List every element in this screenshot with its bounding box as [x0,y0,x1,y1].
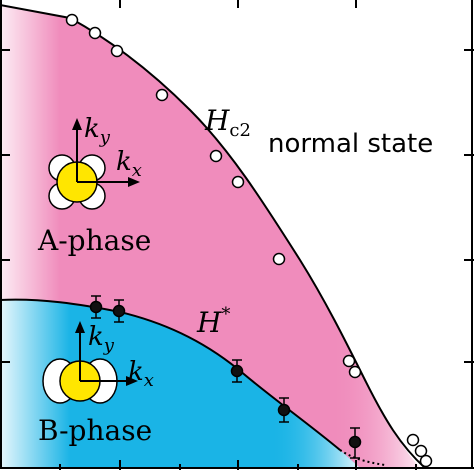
hc2-point [88,26,102,40]
hc2-point [65,13,79,27]
hc2-point [414,444,428,458]
hc2-point [406,433,420,447]
a-phase-label: A-phase [37,224,151,257]
hstar-point [89,295,103,319]
normal-state-label: normal state [268,129,433,159]
hstar-point [348,427,362,459]
kx-label: kx [116,147,142,181]
hc2-point [272,252,286,266]
hc2-point [342,354,356,368]
kx-label: kx [128,357,154,391]
b-phase-label: B-phase [38,414,152,447]
hstar-point [112,299,126,323]
hc2-data-points [65,13,433,468]
hc2-point [110,44,124,58]
hc2-point [155,88,169,102]
hstar-point [277,397,291,423]
hstar-label: H* [196,304,230,339]
hstar-curve [0,298,341,451]
hc2-point [348,365,362,379]
four-lobe-order-parameter-icon: ky kx [48,114,142,210]
hc2-point [419,454,433,468]
ky-label: ky [88,322,115,356]
two-lobe-order-parameter-icon: ky kx [42,321,154,404]
hc2-point [209,149,223,163]
hc2-point [231,175,245,189]
ky-label: ky [84,114,111,148]
hc2-curve [0,4,426,469]
hstar-point [230,359,244,383]
hc2-label: Hc2 [204,104,251,141]
hstar-curve-dotted [339,449,386,466]
hstar-data-points [89,295,362,459]
